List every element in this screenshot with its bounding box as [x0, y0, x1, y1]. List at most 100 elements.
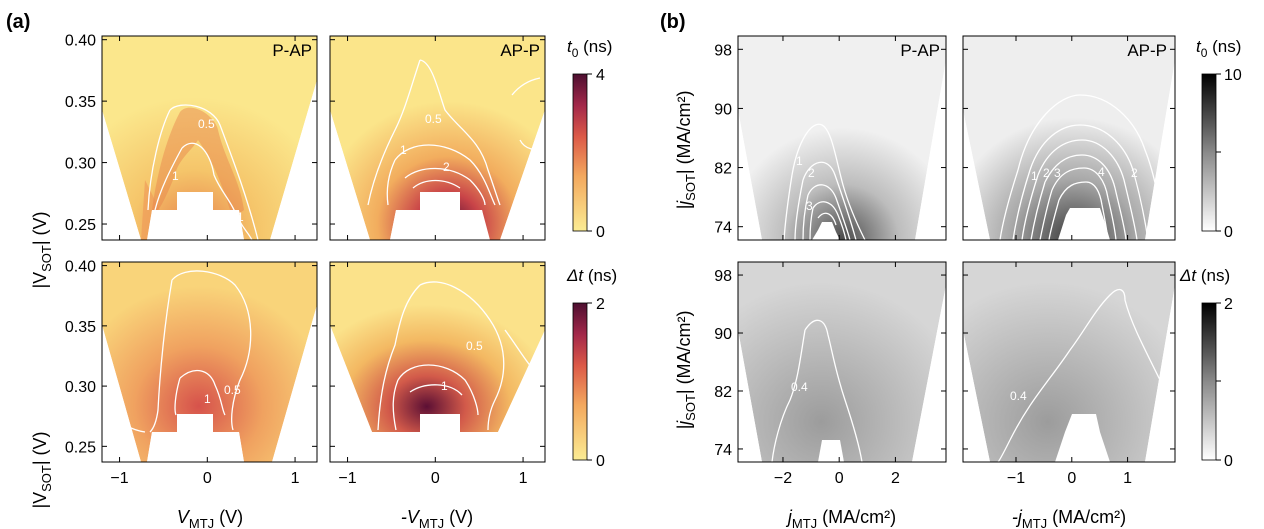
heatmap-b-bottom-right: 0.4 — [962, 261, 1176, 463]
heatmap-a-top-left: 0.5 1 1 P-AP — [101, 35, 318, 241]
x-axis-label-tail: (V) — [214, 507, 243, 527]
x-tick-label: 2 — [891, 470, 900, 487]
y-tick-label: 0.30 — [65, 379, 96, 396]
contour-label: 1 — [172, 169, 179, 183]
colorbar-title-main: t — [1196, 37, 1202, 56]
y-axis-label-main: |j — [674, 200, 694, 210]
contour-label: 1 — [237, 210, 244, 224]
x-axis-label-tail: (MA/cm²) — [1047, 507, 1126, 527]
contour-label: 0.4 — [791, 380, 808, 394]
colorbar-b-top: 10 0 t0 (ns) — [1196, 37, 1242, 241]
x-tick-label: 0 — [835, 470, 844, 487]
x-tick-label: 0 — [1067, 470, 1076, 487]
y-tick-label: 0.35 — [65, 94, 96, 111]
contour-label: 2 — [443, 160, 450, 174]
subplot-title: AP-P — [500, 41, 540, 60]
x-axis-label-a-right: -VMTJ (V) — [401, 507, 473, 529]
y-axis-label-sub: SOT — [39, 465, 54, 492]
y-axis-label-b-bottom: |jSOT| (MA/cm²) — [674, 310, 698, 429]
y-axis-label-tail: | (V) — [30, 431, 50, 465]
axis-ticks: 0.400.350.300.250.400.350.300.25−1 0 1 −1 0 1… — [65, 33, 1175, 487]
contour-label: 3 — [1054, 166, 1061, 180]
colorbar-title: t0 (ns) — [567, 37, 612, 60]
x-tick-label: 0 — [203, 470, 212, 487]
y-tick-label: 0.25 — [65, 217, 96, 234]
heatmap-a-bottom-left: 1 0.5 — [101, 261, 318, 463]
x-tick-label: 1 — [1123, 470, 1132, 487]
y-axis-label-sub: SOT — [39, 245, 54, 272]
x-axis-label-sub: MTJ — [419, 516, 444, 529]
colorbar-title: t0 (ns) — [1196, 37, 1241, 60]
panel-a-tag: (a) — [6, 11, 30, 33]
contour-label: 2 — [1131, 166, 1138, 180]
contour-label: 1 — [204, 392, 211, 406]
colorbar-b-bottom: 2 0 Δt (ns) — [1179, 266, 1233, 470]
x-tick-label: −1 — [1007, 470, 1025, 487]
contour-label: 4 — [1098, 165, 1105, 179]
y-axis-label-tail: | (MA/cm²) — [674, 310, 694, 394]
x-axis-label-main: -j — [1012, 507, 1023, 527]
contour-label: 0.5 — [224, 383, 241, 397]
colorbar-tick-label: 0 — [1224, 453, 1233, 470]
contour-label: 2 — [808, 166, 815, 180]
x-axis-label-a-left: VMTJ (V) — [177, 507, 243, 529]
y-axis-label-sub: SOT — [683, 394, 698, 421]
y-axis-label-b-top: |jSOT| (MA/cm²) — [674, 90, 698, 209]
subplot-title: P-AP — [900, 41, 940, 60]
heatmap-b-top-left: 1 2 3 P-AP — [737, 35, 947, 241]
y-tick-label: 90 — [714, 101, 732, 118]
y-axis-label-main: |V — [30, 272, 50, 289]
x-axis-label-tail: (MA/cm²) — [817, 507, 896, 527]
x-axis-label-main: V — [177, 507, 191, 527]
y-axis-label-sub: SOT — [683, 174, 698, 201]
contour-label: 3 — [806, 199, 813, 213]
x-tick-label: 0 — [431, 470, 440, 487]
contour-label: 2 — [1043, 166, 1050, 180]
colorbar-title: Δt (ns) — [1179, 266, 1230, 285]
x-tick-label: −1 — [338, 470, 356, 487]
heatmap-a-bottom-right: 0.5 1 — [329, 261, 546, 463]
x-tick-label: −1 — [110, 470, 128, 487]
x-axis-label-sub: MTJ — [792, 516, 817, 529]
contour-label: 0.5 — [425, 112, 442, 126]
contour-label: 1 — [400, 143, 407, 157]
x-tick-label: 1 — [291, 470, 300, 487]
y-tick-label: 0.25 — [65, 439, 96, 456]
colorbar-tick-label: 2 — [1224, 296, 1233, 313]
y-axis-label-main: |j — [674, 420, 694, 430]
colorbar-title-tail: (ns) — [583, 266, 617, 285]
x-axis-label-tail: (V) — [444, 507, 473, 527]
colorbar-a-top: 4 0 t0 (ns) — [567, 37, 612, 241]
contour-label: 1 — [1031, 169, 1038, 183]
y-axis-label-main: |V — [30, 492, 50, 509]
y-tick-label: 82 — [714, 384, 732, 401]
y-tick-label: 98 — [714, 268, 732, 285]
y-tick-label: 74 — [714, 220, 732, 237]
y-axis-label-tail: | (V) — [30, 211, 50, 245]
x-tick-label: −2 — [774, 470, 792, 487]
colorbar-tick-label: 4 — [596, 67, 605, 84]
y-tick-label: 98 — [714, 42, 732, 59]
subplot-title: P-AP — [272, 41, 312, 60]
colorbar-title-tail: (ns) — [1207, 37, 1241, 56]
x-axis-label-b-right: -jMTJ (MA/cm²) — [1012, 507, 1126, 529]
colorbar-title-main: t — [567, 37, 573, 56]
colorbar-tick-label: 10 — [1224, 67, 1242, 84]
colorbar-title-tail: (ns) — [578, 37, 612, 56]
contour-label: 0.5 — [466, 339, 483, 353]
y-axis-label-tail: | (MA/cm²) — [674, 90, 694, 174]
colorbar-tick-label: 0 — [596, 453, 605, 470]
colorbar-a-bottom: 2 0 Δt (ns) — [566, 266, 617, 470]
y-axis-label-a-top: |VSOT| (V) — [30, 211, 54, 288]
heatmap-b-top-right: 1 2 3 4 2 AP-P — [962, 35, 1176, 241]
x-axis-label-b-left: jMTJ (MA/cm²) — [785, 507, 896, 529]
colorbar-tick-label: 0 — [596, 224, 605, 241]
colorbar-title-main: Δt — [566, 266, 584, 285]
contour-label: 0.4 — [1010, 389, 1027, 403]
colorbar-tick-label: 0 — [1224, 224, 1233, 241]
contour-label: 1 — [796, 154, 803, 168]
colorbar-title-sub: 0 — [1201, 46, 1208, 60]
x-tick-label: 1 — [519, 470, 528, 487]
colorbar-title-tail: (ns) — [1196, 266, 1230, 285]
